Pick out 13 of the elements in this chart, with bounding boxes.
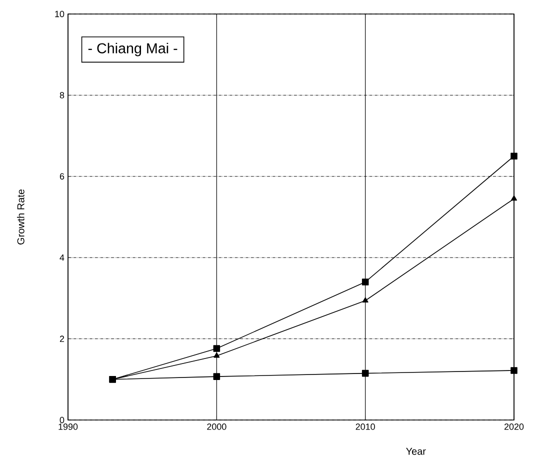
y-tick-label: 10	[55, 10, 64, 18]
text: - Chiang Mai -	[88, 42, 178, 56]
y-tick-label: 4	[60, 254, 64, 261]
y-tick-label: 2	[60, 336, 64, 342]
y-tick-label: 0	[60, 416, 64, 424]
x-axis-title: Year	[406, 448, 426, 455]
x-tick-label: 2000	[207, 424, 226, 430]
x-tick-label: 2010	[356, 424, 375, 430]
x-tick-label: 1990	[58, 424, 78, 430]
y-axis-title: Growth Rate	[17, 189, 24, 244]
y-tick-label: 8	[60, 92, 64, 98]
y-tick-label: 6	[60, 173, 64, 180]
x-tick-label: 2020	[504, 424, 524, 430]
